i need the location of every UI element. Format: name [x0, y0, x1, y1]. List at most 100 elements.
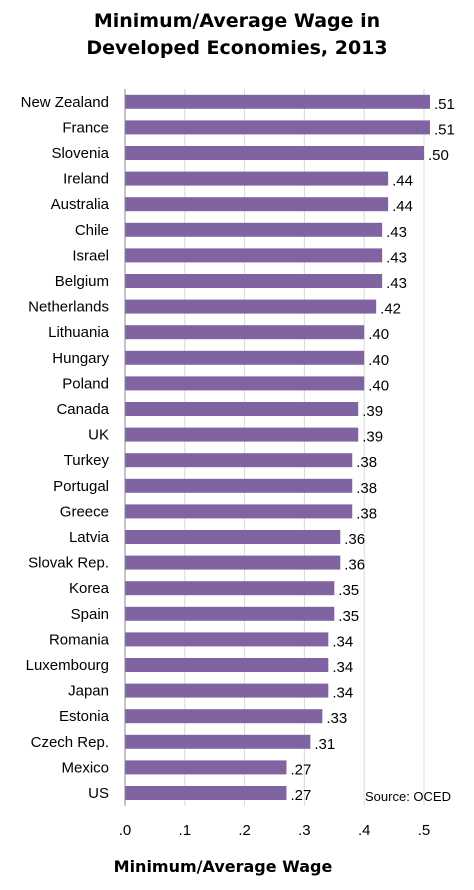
bar: [125, 760, 287, 775]
bar: [125, 504, 353, 519]
category-label: Luxembourg: [26, 657, 109, 674]
value-label: .27: [290, 761, 311, 778]
value-label: .31: [314, 736, 335, 753]
bar: [125, 376, 365, 391]
x-tick-label: .4: [358, 822, 371, 839]
category-label: Spain: [71, 606, 109, 623]
bar: [125, 581, 335, 596]
value-label: .40: [368, 352, 389, 369]
bar: [125, 453, 353, 468]
bar: [125, 478, 353, 493]
bar: [125, 325, 365, 340]
category-label: US: [88, 785, 109, 802]
value-label: .44: [392, 198, 413, 215]
bar: [125, 146, 424, 160]
bar: [125, 530, 341, 544]
category-label: Mexico: [61, 759, 109, 776]
value-label: .38: [356, 480, 377, 497]
bar: [125, 171, 389, 186]
category-labels: New Zealand France Slovenia Ireland Australi…: [21, 94, 110, 802]
chart-title-line-2: Developed Economies, 2013: [86, 37, 388, 59]
value-labels: .51 .51 .50 .44 .44 .43 .43 .43 .42 .40 .40 .40 .39.…: [290, 96, 454, 804]
value-label: .39: [362, 429, 383, 446]
bar: [125, 274, 383, 288]
value-label: .43: [386, 275, 407, 292]
category-label: Japan: [68, 683, 109, 700]
bar: [125, 197, 389, 212]
category-label: UK: [88, 427, 109, 444]
value-label: .40: [368, 326, 389, 343]
chart-title-line-1: Minimum/Average Wage in: [93, 10, 381, 32]
x-tick-label: .3: [298, 822, 311, 839]
category-label: Hungary: [52, 350, 109, 367]
category-label: Czech Rep.: [31, 734, 109, 751]
bar: [125, 427, 359, 442]
value-label: .51: [434, 121, 455, 138]
bar: [125, 786, 287, 800]
category-label: Australia: [51, 196, 110, 213]
category-label: Greece: [60, 503, 109, 520]
source-note: Source: OCED: [365, 789, 451, 804]
category-label: Romania: [49, 631, 110, 648]
bar: [125, 248, 383, 263]
category-label: Lithuania: [48, 324, 110, 341]
category-label: Korea: [69, 580, 110, 597]
value-label: .40: [368, 377, 389, 394]
gridlines: [184, 89, 425, 806]
value-label: .35: [338, 608, 359, 625]
x-axis-label: Minimum/Average Wage: [114, 857, 333, 876]
value-label: .44: [392, 173, 413, 190]
bar: [125, 222, 383, 237]
bar: [125, 555, 341, 570]
bar: [125, 709, 323, 724]
value-label: .38: [356, 505, 377, 522]
value-label: .27: [290, 787, 311, 804]
bar: [125, 606, 335, 621]
value-label: .36: [344, 557, 365, 574]
category-label: New Zealand: [21, 94, 109, 111]
value-label: .36: [344, 531, 365, 548]
value-label: .43: [386, 249, 407, 266]
value-label: .34: [332, 685, 353, 702]
category-label: Estonia: [59, 708, 110, 725]
x-tick-label: .2: [238, 822, 251, 839]
value-label: .34: [332, 633, 353, 650]
category-label: Turkey: [64, 452, 110, 469]
category-label: Portugal: [53, 478, 109, 495]
bar: [125, 299, 377, 314]
category-label: Latvia: [69, 529, 110, 546]
value-label: .38: [356, 454, 377, 471]
bars: [125, 94, 430, 800]
value-label: .35: [338, 582, 359, 599]
category-label: Israel: [72, 247, 109, 264]
category-label: Belgium: [55, 273, 109, 290]
category-label: France: [62, 119, 109, 136]
value-label: .51: [434, 96, 455, 113]
value-label: .42: [380, 301, 401, 318]
bar: [125, 402, 359, 416]
x-tick-label: .5: [418, 822, 431, 839]
x-tick-label: .0: [119, 822, 132, 839]
bar: [125, 120, 430, 135]
value-label: .50: [428, 147, 449, 164]
category-label: Slovenia: [51, 145, 109, 162]
x-tick-labels: .0 .1 .2 .3 .4 .5: [119, 822, 431, 839]
bar: [125, 632, 329, 647]
category-label: Netherlands: [28, 299, 109, 316]
bar: [125, 734, 311, 749]
value-label: .34: [332, 659, 353, 676]
bar: [125, 658, 329, 672]
category-label: Ireland: [63, 171, 109, 188]
x-tick-label: .1: [179, 822, 192, 839]
value-label: .33: [326, 710, 347, 727]
value-label: .39: [362, 403, 383, 420]
chart-title: Minimum/Average Wage in Developed Econom…: [0, 8, 474, 62]
bar: [125, 683, 329, 698]
value-label: .43: [386, 224, 407, 241]
category-label: Slovak Rep.: [28, 555, 109, 572]
category-label: Poland: [62, 375, 109, 392]
category-label: Canada: [56, 401, 109, 418]
bar: [125, 350, 365, 365]
category-label: Chile: [75, 222, 109, 239]
